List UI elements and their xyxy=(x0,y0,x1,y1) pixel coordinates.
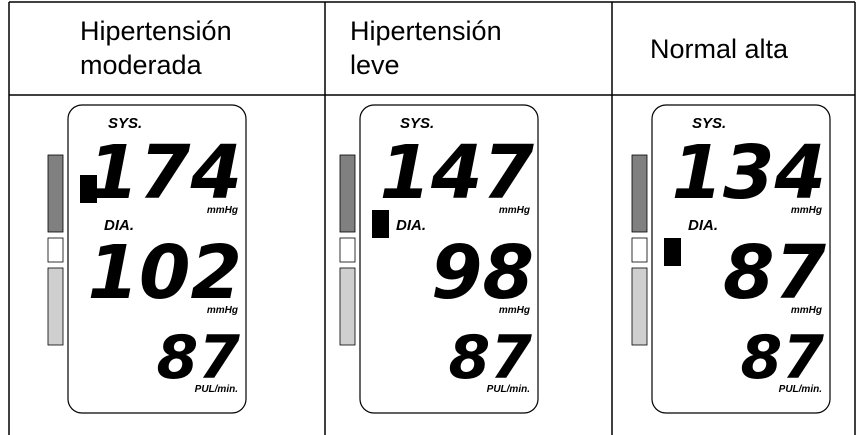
indicator-low xyxy=(340,268,355,345)
indicator-mid xyxy=(48,238,63,262)
pulse-unit: PUL/min. xyxy=(487,384,530,395)
indicator-high xyxy=(340,155,355,232)
sys-unit: mmHg xyxy=(207,205,238,216)
pulse-unit: PUL/min. xyxy=(195,384,238,395)
column-header: Hipertensión xyxy=(80,16,232,46)
sys-value: 134 xyxy=(672,130,826,216)
dia-value: 102 xyxy=(88,230,242,316)
column-header: moderada xyxy=(80,50,203,80)
column-header: Normal alta xyxy=(650,34,789,64)
dia-label: DIA. xyxy=(688,217,718,234)
dia-unit: mmHg xyxy=(207,305,238,316)
pulse-value: 87 xyxy=(741,323,825,393)
sys-unit: mmHg xyxy=(791,205,822,216)
dia-unit: mmHg xyxy=(499,305,530,316)
indicator-mid xyxy=(632,238,647,262)
pulse-value: 87 xyxy=(157,323,241,393)
dia-label: DIA. xyxy=(396,217,426,234)
sys-value: 147 xyxy=(380,130,535,216)
indicator-high xyxy=(632,155,647,232)
dia-value: 87 xyxy=(723,230,826,316)
pulse-value: 87 xyxy=(449,323,533,393)
dia-value: 98 xyxy=(431,230,534,316)
column-header: leve xyxy=(350,50,400,80)
dia-unit: mmHg xyxy=(791,305,822,316)
page: HipertensiónmoderadaSYS.174mmHgDIA.102mm… xyxy=(0,0,862,435)
column-header: Hipertensión xyxy=(350,16,502,46)
indicator-mid xyxy=(340,238,355,262)
sys-unit: mmHg xyxy=(499,205,530,216)
sys-value: 174 xyxy=(88,130,242,216)
indicator-low xyxy=(48,268,63,345)
indicator-high xyxy=(48,155,63,232)
level-marker xyxy=(664,238,681,266)
pulse-unit: PUL/min. xyxy=(779,384,822,395)
indicator-low xyxy=(632,268,647,345)
